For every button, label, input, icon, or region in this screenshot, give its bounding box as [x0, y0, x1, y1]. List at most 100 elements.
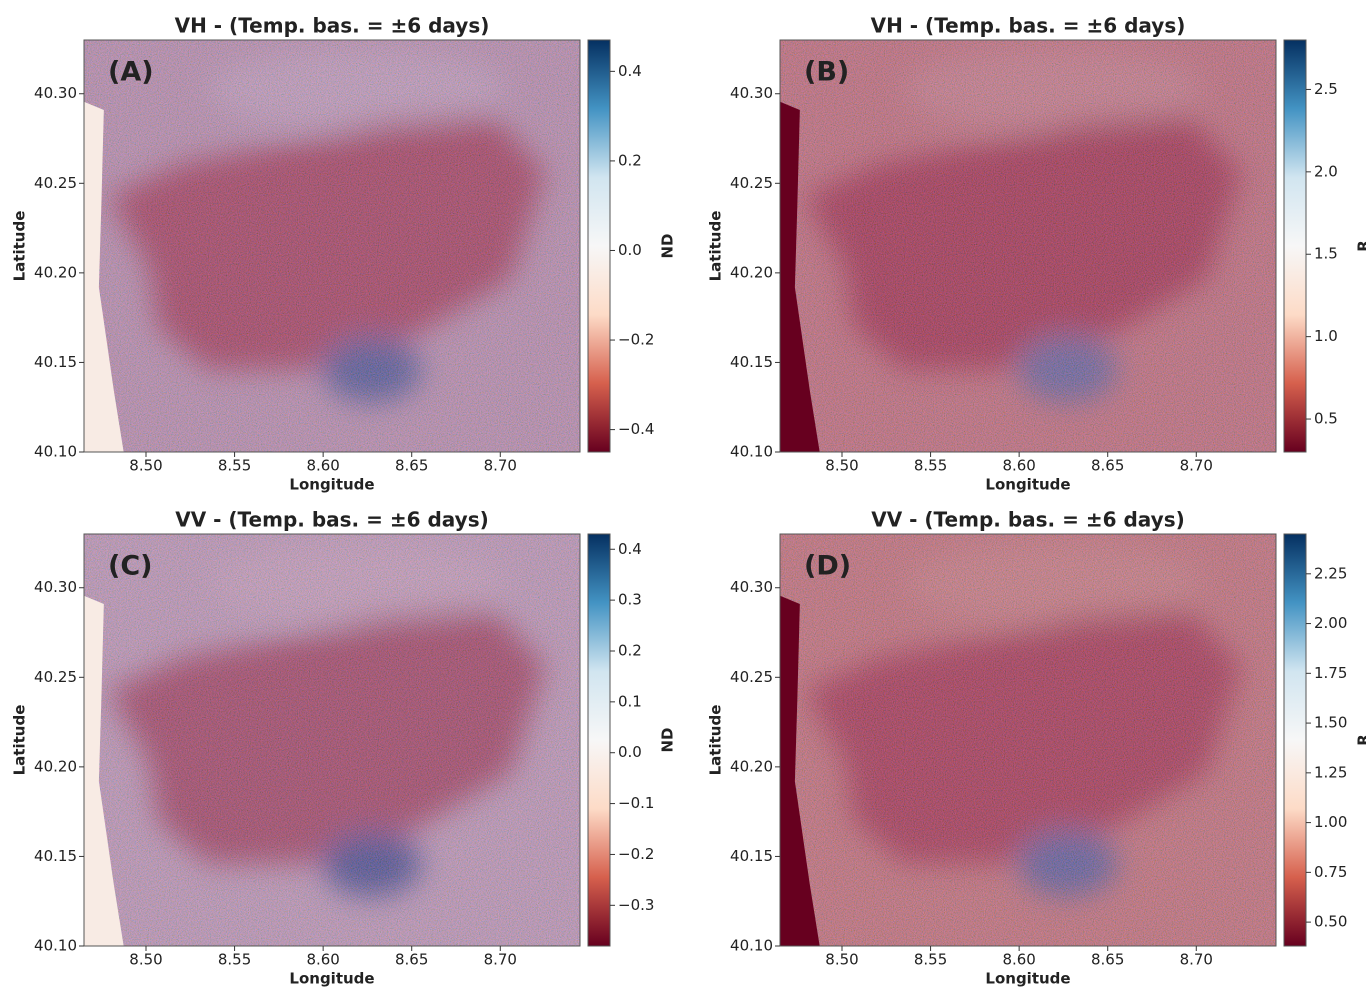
plot-frame — [779, 533, 1277, 947]
x-tick-label: 8.55 — [218, 951, 251, 969]
x-axis-label: Longitude — [985, 970, 1070, 988]
y-axis-label: Latitude — [707, 705, 725, 776]
y-tick-label: 40.20 — [34, 263, 77, 281]
x-tick-label: 8.65 — [395, 457, 428, 475]
y-tick-label: 40.15 — [34, 847, 77, 865]
colorbar-tick-label: 0.0 — [618, 743, 642, 761]
x-tick-label: 8.60 — [306, 457, 339, 475]
y-axis-label: Latitude — [11, 211, 29, 282]
panel-label: (A) — [108, 57, 154, 88]
x-tick-label: 8.60 — [1002, 457, 1035, 475]
colorbar-label: ND — [659, 727, 677, 752]
y-tick-label: 40.15 — [34, 353, 77, 371]
x-tick-label: 8.55 — [914, 457, 947, 475]
speckle-noise — [780, 534, 1276, 946]
y-tick-label: 40.30 — [34, 84, 77, 102]
x-tick-label: 8.70 — [484, 457, 517, 475]
map-image — [84, 534, 580, 946]
x-axis-label: Longitude — [289, 476, 374, 494]
panel-label: (D) — [804, 551, 851, 582]
y-tick-label: 40.20 — [34, 757, 77, 775]
y-axis-label: Latitude — [707, 211, 725, 282]
x-tick-label: 8.65 — [395, 951, 428, 969]
colorbar — [587, 533, 611, 947]
panel: VV - (Temp. bas. = ±6 days) (D) Longitude L… — [707, 508, 1366, 988]
plot-frame — [83, 39, 581, 453]
x-tick-label: 8.70 — [1180, 457, 1213, 475]
y-tick-label: 40.30 — [730, 84, 773, 102]
panel-label: (C) — [108, 551, 153, 582]
x-tick-label: 8.50 — [129, 951, 162, 969]
panel-title: VH - (Temp. bas. = ±6 days) — [871, 14, 1186, 38]
colorbar-tick-label: 1.5 — [1314, 245, 1338, 263]
x-axis-label: Longitude — [985, 476, 1070, 494]
colorbar-tick-label: 2.0 — [1314, 162, 1338, 180]
map-image — [780, 534, 1276, 946]
colorbar-tick-label: 2.00 — [1314, 614, 1347, 632]
sea — [84, 101, 124, 452]
colorbar — [1283, 533, 1307, 947]
y-axis-label: Latitude — [11, 705, 29, 776]
colorbar-label: R — [1355, 734, 1366, 746]
plot-frame — [83, 533, 581, 947]
panel: VH - (Temp. bas. = ±6 days) (B) Longitude L… — [707, 14, 1366, 494]
x-tick-label: 8.70 — [1180, 951, 1213, 969]
y-tick-label: 40.20 — [730, 263, 773, 281]
y-tick-label: 40.25 — [730, 668, 773, 686]
colorbar-tick-label: −0.2 — [618, 331, 654, 349]
speckle-noise — [84, 40, 580, 452]
colorbar-tick-label: 0.50 — [1314, 913, 1347, 931]
colorbar-tick-label: 0.4 — [618, 540, 642, 558]
colorbar-label: ND — [659, 233, 677, 258]
colorbar-tick-label: 0.2 — [618, 151, 642, 169]
y-tick-label: 40.15 — [730, 847, 773, 865]
y-tick-label: 40.10 — [730, 443, 773, 461]
y-tick-label: 40.25 — [34, 668, 77, 686]
sea — [84, 595, 124, 946]
panel-title: VV - (Temp. bas. = ±6 days) — [871, 508, 1185, 532]
y-tick-label: 40.15 — [730, 353, 773, 371]
speckle-noise — [780, 40, 1276, 452]
colorbar-tick-label: 0.2 — [618, 641, 642, 659]
colorbar-tick-label: 2.25 — [1314, 564, 1347, 582]
colorbar-tick-label: 1.00 — [1314, 813, 1347, 831]
colorbar-tick-label: 0.4 — [618, 62, 642, 80]
y-tick-label: 40.10 — [34, 937, 77, 955]
colorbar-tick-label: −0.4 — [618, 420, 654, 438]
y-tick-label: 40.25 — [34, 174, 77, 192]
x-axis-label: Longitude — [289, 970, 374, 988]
sea — [780, 595, 820, 946]
map-image — [780, 40, 1276, 452]
colorbar-tick-label: 0.0 — [618, 241, 642, 259]
sea — [780, 101, 820, 452]
colorbar-tick-label: 1.0 — [1314, 327, 1338, 345]
colorbar-tick-label: 1.25 — [1314, 763, 1347, 781]
y-tick-label: 40.30 — [730, 578, 773, 596]
colorbar-tick-label: 1.50 — [1314, 714, 1347, 732]
x-tick-label: 8.55 — [914, 951, 947, 969]
x-tick-label: 8.50 — [825, 457, 858, 475]
x-tick-label: 8.50 — [129, 457, 162, 475]
y-tick-label: 40.30 — [34, 578, 77, 596]
x-tick-label: 8.60 — [306, 951, 339, 969]
panel: VV - (Temp. bas. = ±6 days) (C) Longitude L… — [11, 508, 677, 988]
panel-title: VV - (Temp. bas. = ±6 days) — [175, 508, 489, 532]
colorbar-tick-label: 2.5 — [1314, 80, 1338, 98]
x-tick-label: 8.70 — [484, 951, 517, 969]
colorbar-tick-label: 1.75 — [1314, 664, 1347, 682]
colorbar-tick-label: 0.75 — [1314, 863, 1347, 881]
y-tick-label: 40.10 — [34, 443, 77, 461]
colorbar-tick-label: −0.2 — [618, 845, 654, 863]
colorbar — [587, 39, 611, 453]
speckle-noise — [84, 534, 580, 946]
x-tick-label: 8.60 — [1002, 951, 1035, 969]
panel-label: (B) — [804, 57, 849, 88]
colorbar — [1283, 39, 1307, 453]
x-tick-label: 8.55 — [218, 457, 251, 475]
colorbar-label: R — [1355, 240, 1366, 252]
y-tick-label: 40.20 — [730, 757, 773, 775]
map-image — [84, 40, 580, 452]
colorbar-tick-label: 0.5 — [1314, 410, 1338, 428]
x-tick-label: 8.65 — [1091, 951, 1124, 969]
